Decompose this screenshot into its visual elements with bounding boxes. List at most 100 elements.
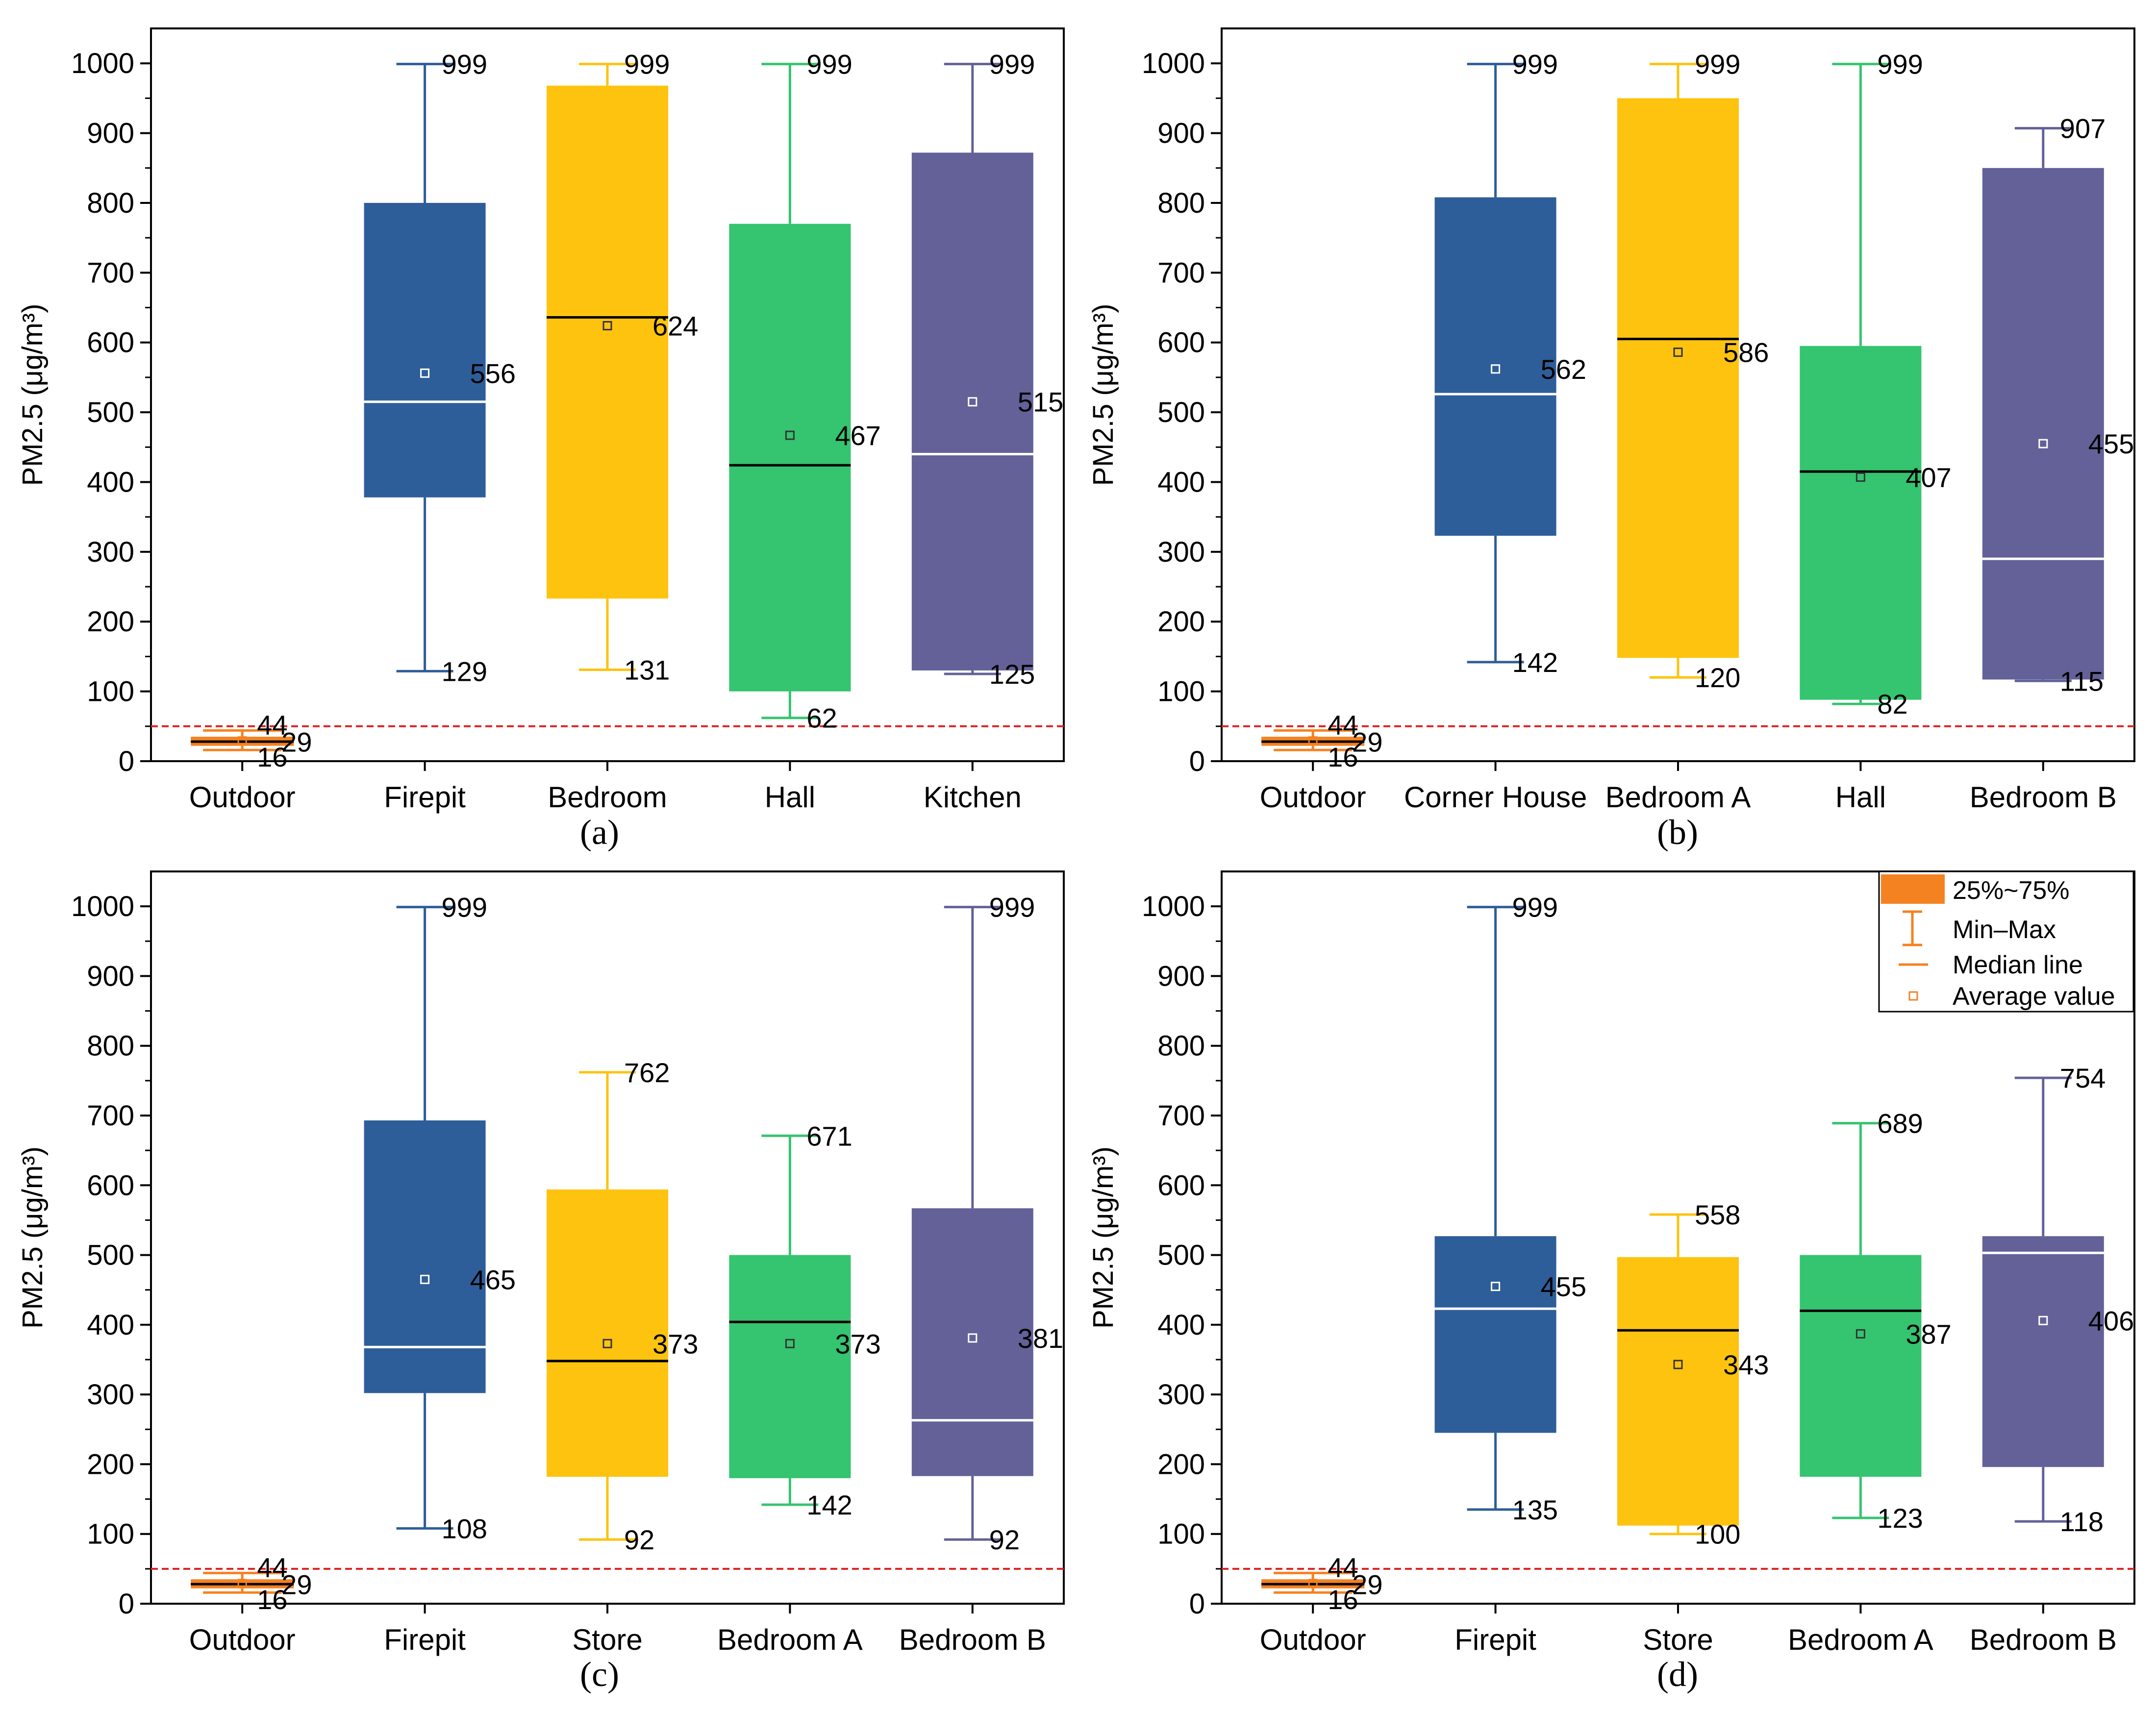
max-label: 907 [2060,113,2106,144]
y-tick-label: 700 [87,1100,134,1132]
panel-caption: (a) [580,813,619,852]
max-label: 999 [1695,49,1740,80]
x-tick-label: Hall [1835,781,1886,814]
max-label: 44 [257,709,287,740]
iqr-box [1434,197,1556,536]
mean-label: 29 [1352,1569,1382,1600]
max-label: 999 [1512,49,1558,80]
x-tick-label: Outdoor [1260,781,1366,814]
panel-caption: (c) [580,1655,619,1694]
mean-marker [237,1579,247,1589]
mean-marker [968,397,978,407]
y-tick-label: 400 [87,1309,134,1341]
mean-marker [602,1339,612,1348]
y-tick-label: 500 [87,397,134,428]
mean-marker [1855,1329,1865,1339]
max-label: 999 [442,49,487,80]
legend-mean-swatch [1908,991,1918,1001]
y-tick-label: 400 [1157,1309,1205,1341]
iqr-box [1800,346,1922,700]
panel-caption: (b) [1657,813,1698,852]
box-hall: Hall 999 467 62 [729,49,881,814]
y-tick-label: 0 [119,745,134,777]
chart-panel-d: 0 100 200 300 400 500 600 700 800 900 1000 PM2.5 (μ… [1087,870,2135,1694]
x-tick-label: Firepit [384,1623,466,1656]
box-store: Store 762 373 92 [547,1057,698,1656]
mean-label: 455 [2088,428,2134,459]
mean-label: 624 [652,311,698,342]
legend-box-swatch [1881,874,1945,904]
y-axis-label: PM2.5 (μg/m³) [1087,304,1119,486]
min-label: 16 [1328,1584,1358,1615]
y-tick-label: 800 [1157,1030,1205,1062]
max-label: 999 [442,892,487,923]
min-label: 108 [442,1513,487,1544]
max-label: 671 [806,1120,852,1151]
y-tick-label: 0 [119,1588,134,1620]
x-tick-label: Bedroom A [1605,781,1751,814]
mean-label: 586 [1723,337,1769,368]
x-tick-label: Bedroom [548,781,667,814]
y-tick-label: 100 [1157,676,1205,708]
y-tick-label: 400 [1157,466,1205,498]
mean-marker [785,430,795,440]
y-tick-label: 0 [1189,1588,1205,1620]
max-label: 754 [2060,1063,2106,1093]
max-label: 999 [1512,892,1558,923]
y-tick-label: 600 [87,327,134,359]
y-tick-label: 200 [87,606,134,638]
mean-marker [1673,348,1683,357]
box-bedroom: Bedroom 999 624 131 [547,49,698,814]
y-tick-label: 100 [87,1518,134,1550]
max-label: 999 [989,49,1035,80]
max-label: 762 [624,1057,670,1088]
min-label: 16 [1328,742,1358,772]
mean-marker [1308,736,1318,746]
mean-marker [237,736,247,746]
panel-caption: (d) [1657,1655,1698,1694]
iqr-box [364,202,486,497]
box-firepit: Firepit 999 465 108 [364,892,516,1656]
y-tick-label: 700 [87,257,134,289]
mean-label: 556 [470,358,516,389]
min-label: 125 [989,659,1035,690]
x-tick-label: Hall [765,781,815,814]
y-tick-label: 200 [1157,606,1205,638]
legend-median-label: Median line [1953,951,2083,979]
y-tick-label: 700 [1157,257,1205,289]
x-tick-label: Bedroom A [1788,1623,1933,1656]
iqr-box [911,152,1033,670]
y-tick-label: 800 [1157,187,1205,219]
min-label: 131 [624,654,670,685]
y-tick-label: 700 [1157,1100,1205,1132]
x-tick-label: Bedroom B [1970,1623,2117,1656]
iqr-box [1982,168,2104,680]
min-label: 118 [2060,1506,2104,1537]
iqr-box [729,223,851,692]
x-tick-label: Store [572,1623,642,1656]
max-label: 44 [1328,1552,1358,1583]
mean-label: 29 [1352,727,1382,758]
mean-label: 407 [1905,462,1951,493]
x-tick-label: Firepit [1454,1623,1536,1656]
iqr-box [729,1255,851,1478]
mean-marker [1855,472,1865,482]
max-label: 999 [806,49,852,80]
mean-marker [785,1339,795,1348]
y-tick-label: 300 [1157,1379,1205,1411]
min-label: 123 [1877,1503,1923,1534]
box-hall: Hall 999 407 82 [1800,49,1952,814]
mean-marker [1491,1282,1501,1291]
min-label: 142 [806,1490,852,1520]
y-tick-label: 900 [87,960,134,992]
box-corner-house: Corner House 999 562 142 [1404,49,1587,814]
box-kitchen: Kitchen 999 515 125 [911,49,1063,814]
y-tick-label: 100 [1157,1518,1205,1550]
y-tick-label: 800 [87,1030,134,1062]
min-label: 82 [1877,689,1907,720]
y-tick-label: 1000 [71,48,134,79]
min-label: 100 [1695,1519,1740,1550]
